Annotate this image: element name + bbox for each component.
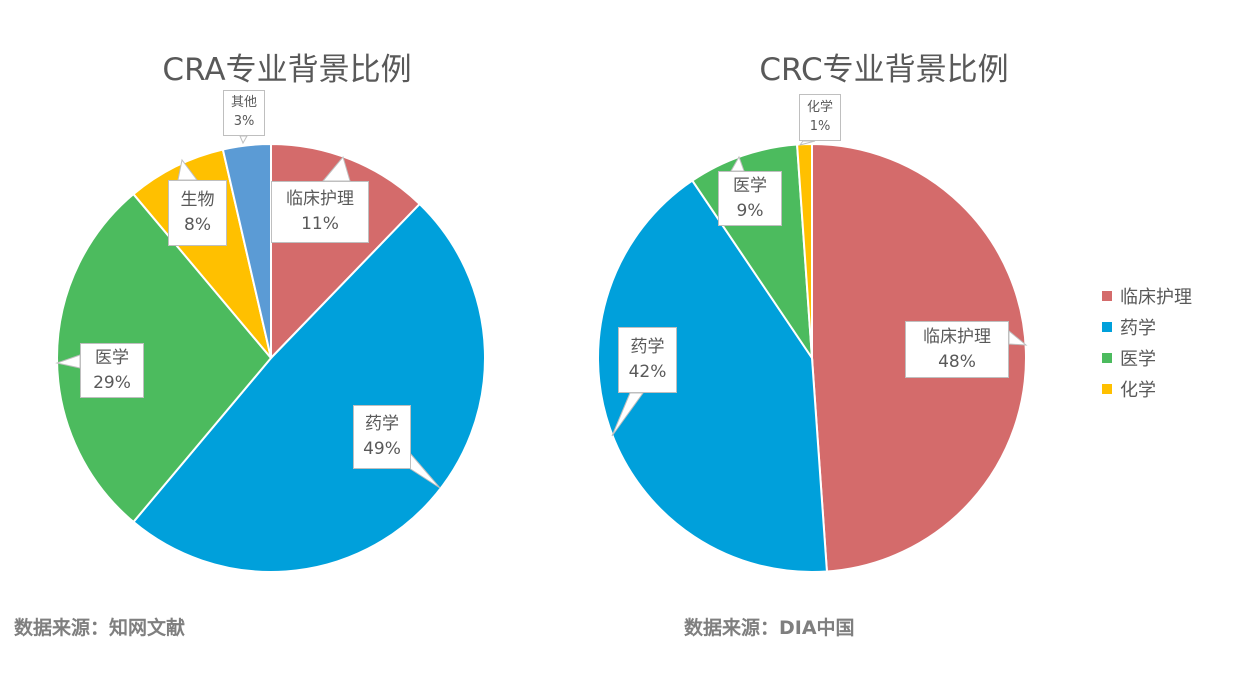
- crc-label-nursing: 临床护理 48%: [905, 321, 1009, 378]
- legend-swatch-icon: [1102, 383, 1112, 394]
- cra-label-nursing: 临床护理 11%: [271, 181, 369, 243]
- crc-legend: 临床护理 药学 医学 化学: [1102, 280, 1192, 404]
- cra-label-medicine-pct: 29%: [93, 372, 131, 393]
- cra-label-nursing-pct: 11%: [301, 214, 339, 234]
- crc-label-pharmacy-pct: 42%: [628, 362, 667, 382]
- cra-label-medicine-name: 医学: [95, 347, 129, 368]
- callout-pointer: [798, 140, 816, 146]
- pie-slice[interactable]: [56, 192, 273, 524]
- cra-label-pharmacy-name: 药学: [365, 414, 399, 435]
- crc-label-chemistry: 化学 1%: [799, 94, 841, 141]
- cra-label-biology-pct: 8%: [184, 215, 211, 235]
- crc-label-chemistry-pct: 1%: [809, 118, 831, 134]
- legend-item-pharmacy[interactable]: 药学: [1102, 311, 1192, 342]
- crc-label-medicine: 医学 9%: [718, 171, 782, 226]
- cra-label-other: 其他 3%: [223, 90, 265, 136]
- cra-data-source: 数据来源：知网文献: [14, 617, 186, 639]
- cra-chart-title: CRA专业背景比例: [162, 52, 412, 88]
- cra-label-other-name: 其他: [230, 95, 257, 111]
- cra-label-pharmacy-pct: 49%: [363, 439, 401, 459]
- cra-label-nursing-name: 临床护理: [286, 189, 354, 210]
- callout-pointer: [1008, 329, 1028, 346]
- legend-swatch-icon: [1102, 352, 1112, 363]
- legend-label: 化学: [1120, 379, 1156, 401]
- callout-pointer: [611, 392, 644, 437]
- pie-slice[interactable]: [132, 148, 272, 359]
- crc-label-pharmacy-name: 药学: [630, 337, 665, 358]
- legend-label: 药学: [1120, 317, 1156, 339]
- crc-label-nursing-name: 临床护理: [923, 326, 991, 347]
- callout-pointer: [239, 135, 248, 145]
- crc-label-chemistry-name: 化学: [806, 99, 833, 115]
- cra-label-biology-name: 生物: [180, 190, 215, 211]
- cra-pie: [56, 142, 487, 573]
- crc-chart-title: CRC专业背景比例: [759, 52, 1009, 88]
- pie-slice[interactable]: [221, 142, 272, 359]
- pie-slice[interactable]: [597, 179, 828, 573]
- crc-label-pharmacy: 药学 42%: [618, 327, 677, 393]
- crc-label-medicine-name: 医学: [733, 175, 767, 196]
- legend-label: 临床护理: [1120, 286, 1192, 308]
- legend-swatch-icon: [1102, 290, 1112, 301]
- crc-label-nursing-pct: 48%: [938, 351, 976, 372]
- legend-item-nursing[interactable]: 临床护理: [1102, 280, 1192, 311]
- legend-item-chemistry[interactable]: 化学: [1102, 373, 1192, 404]
- legend-label: 医学: [1120, 348, 1156, 370]
- pie-slice[interactable]: [132, 202, 487, 573]
- cra-label-pharmacy: 药学 49%: [353, 405, 411, 469]
- cra-label-other-pct: 3%: [233, 114, 255, 129]
- cra-label-biology: 生物 8%: [168, 180, 227, 246]
- crc-data-source: 数据来源：DIA中国: [684, 617, 855, 639]
- cra-label-medicine: 医学 29%: [80, 343, 144, 398]
- crc-pie: [597, 142, 1027, 573]
- crc-label-medicine-pct: 9%: [736, 200, 764, 221]
- legend-swatch-icon: [1102, 321, 1112, 332]
- legend-item-medicine[interactable]: 医学: [1102, 342, 1192, 373]
